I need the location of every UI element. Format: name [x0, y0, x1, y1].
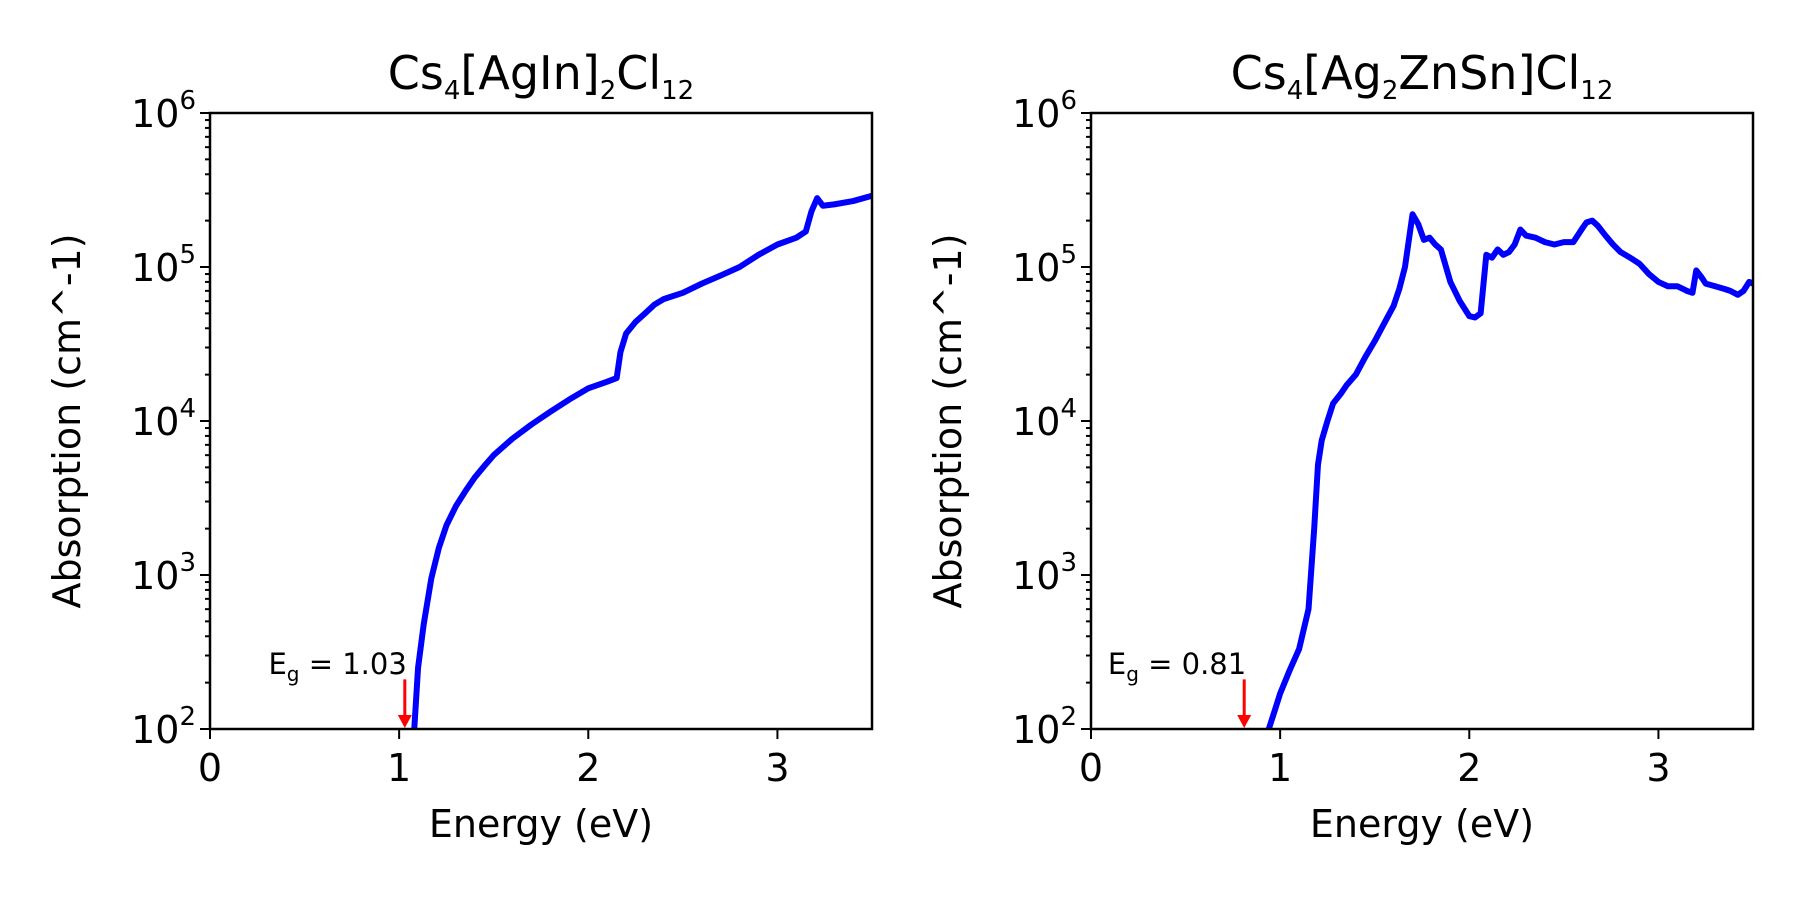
x-tick-label: 1 — [387, 746, 411, 790]
title-part: Cl — [616, 46, 661, 100]
y-tick-label: 102 — [131, 702, 196, 752]
bandgap-label: Eg = 0.81 — [1108, 647, 1246, 686]
y-tick-label: 106 — [1012, 86, 1077, 136]
y-tick-exponent: 6 — [179, 86, 196, 116]
y-tick-base: 10 — [131, 400, 179, 444]
y-tick-exponent: 5 — [1060, 240, 1077, 270]
title-subscript: 12 — [1580, 76, 1613, 106]
x-tick-label: 2 — [576, 746, 600, 790]
title-part: Cs — [1231, 46, 1287, 100]
y-tick-base: 10 — [1012, 246, 1060, 290]
x-tick-label: 2 — [1457, 746, 1481, 790]
x-tick-label: 0 — [1079, 746, 1103, 790]
y-tick-base: 10 — [1012, 708, 1060, 752]
y-tick-base: 10 — [1012, 554, 1060, 598]
y-tick-base: 10 — [131, 92, 179, 136]
title-subscript: 4 — [1287, 76, 1304, 106]
bandgap-label-part: E — [268, 647, 286, 681]
x-axis-label: Energy (eV) — [429, 802, 653, 846]
y-tick-label: 103 — [1012, 548, 1077, 598]
y-axis-label: Absorption (cm^-1) — [926, 233, 970, 608]
y-tick-label: 105 — [1012, 240, 1077, 290]
title-subscript: 12 — [661, 76, 694, 106]
x-tick-label: 3 — [765, 746, 789, 790]
bandgap-label-subscript: g — [287, 662, 300, 686]
y-tick-label: 102 — [1012, 702, 1077, 752]
title-subscript: 2 — [600, 76, 617, 106]
y-axis-label: Absorption (cm^-1) — [45, 233, 89, 608]
y-tick-label: 103 — [131, 548, 196, 598]
title-subscript: 2 — [1382, 76, 1399, 106]
y-tick-exponent: 3 — [179, 548, 196, 578]
chart-title: Cs4[Ag2ZnSn]Cl12 — [1231, 46, 1614, 106]
title-part: [Ag — [1303, 46, 1382, 100]
y-tick-base: 10 — [1012, 400, 1060, 444]
y-tick-base: 10 — [1012, 92, 1060, 136]
y-tick-exponent: 5 — [179, 240, 196, 270]
y-tick-exponent: 2 — [179, 702, 196, 732]
series-line-1 — [411, 192, 872, 729]
title-part: Cs — [388, 46, 444, 100]
y-tick-label: 104 — [1012, 394, 1077, 444]
x-tick-label: 0 — [198, 746, 222, 790]
y-tick-exponent: 4 — [179, 394, 196, 424]
title-part: [AgIn] — [460, 46, 599, 100]
x-tick-label: 1 — [1268, 746, 1292, 790]
bandgap-arrow-head — [1237, 715, 1252, 728]
y-tick-exponent: 3 — [1060, 548, 1077, 578]
title-part: ZnSn]Cl — [1398, 46, 1580, 100]
y-tick-label: 104 — [131, 394, 196, 444]
x-axis-label: Energy (eV) — [1310, 802, 1534, 846]
y-tick-label: 106 — [131, 86, 196, 136]
bandgap-label-subscript: g — [1126, 662, 1139, 686]
y-tick-base: 10 — [131, 554, 179, 598]
y-tick-exponent: 2 — [1060, 702, 1077, 732]
y-tick-base: 10 — [131, 708, 179, 752]
bandgap-label-value: = 1.03 — [300, 647, 407, 681]
y-tick-exponent: 4 — [1060, 394, 1077, 424]
title-subscript: 4 — [444, 76, 461, 106]
bandgap-label-value: = 0.81 — [1139, 647, 1246, 681]
y-tick-label: 105 — [131, 240, 196, 290]
bandgap-arrow-head — [397, 715, 412, 728]
series-line-1 — [1265, 211, 1753, 729]
bandgap-label-part: E — [1108, 647, 1126, 681]
x-tick-label: 3 — [1646, 746, 1670, 790]
y-tick-base: 10 — [131, 246, 179, 290]
chart-title: Cs4[AgIn]2Cl12 — [388, 46, 694, 106]
y-tick-exponent: 6 — [1060, 86, 1077, 116]
bandgap-label: Eg = 1.03 — [268, 647, 406, 686]
